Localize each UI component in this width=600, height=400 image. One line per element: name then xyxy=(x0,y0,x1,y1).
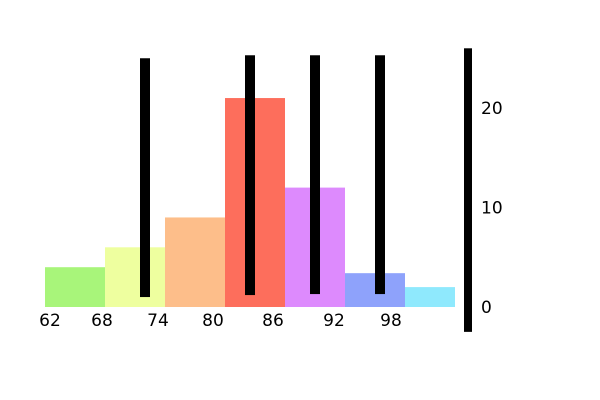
x-tick-label: 86 xyxy=(262,311,284,331)
x-tick-label: 62 xyxy=(39,311,61,331)
y-tick-label: 20 xyxy=(481,99,503,119)
histogram-bar xyxy=(105,247,165,307)
y-tick-label: 10 xyxy=(481,199,503,219)
y-tick-labels: 0 10 20 xyxy=(481,99,503,318)
error-bars-layer xyxy=(140,55,385,298)
histogram-bar xyxy=(45,267,105,307)
x-tick-label: 98 xyxy=(380,311,402,331)
error-bar xyxy=(310,55,320,295)
x-tick-label: 68 xyxy=(91,311,113,331)
y-axis-line xyxy=(464,48,472,332)
error-bar xyxy=(375,55,385,295)
histogram-bar xyxy=(405,287,455,307)
error-bar xyxy=(245,55,255,296)
x-tick-label: 80 xyxy=(202,311,224,331)
x-tick-label: 74 xyxy=(147,311,169,331)
error-bar xyxy=(140,58,150,298)
histogram-bar xyxy=(165,217,225,307)
x-tick-labels: 62 68 74 80 86 92 98 xyxy=(39,311,402,331)
y-axis xyxy=(464,48,472,332)
x-tick-label: 92 xyxy=(323,311,345,331)
y-tick-label: 0 xyxy=(481,298,492,318)
